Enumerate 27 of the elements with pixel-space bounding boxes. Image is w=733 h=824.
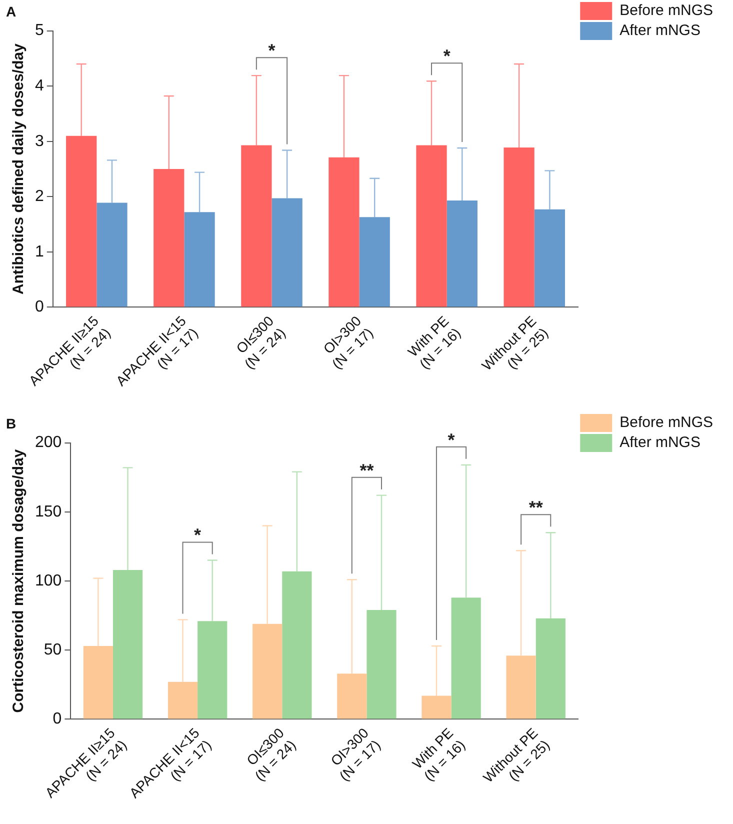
annotation: *	[443, 46, 450, 66]
legend-label: Before mNGS	[620, 2, 714, 20]
y-tick-label: 0	[34, 298, 44, 316]
y-tick-label: 1	[34, 243, 44, 260]
y-tick-label: 150	[34, 503, 62, 520]
y-axis-title: Corticosteroid maximum dosage/day	[10, 448, 28, 713]
legend-label: Before mNGS	[620, 414, 714, 432]
annotation: *	[268, 40, 276, 61]
y-tick-label: 4	[34, 77, 44, 94]
x-tick-label: With PE (N = 16)	[404, 312, 464, 372]
y-tick-label: 3	[34, 132, 44, 150]
legend-label: After mNGS	[620, 22, 700, 40]
x-tick-label: With PE (N = 16)	[409, 724, 468, 784]
annotation: *	[448, 430, 455, 450]
annotation: **	[360, 460, 374, 480]
chart-title: A	[6, 3, 16, 20]
annotation: **	[528, 498, 543, 518]
y-tick-label: 5	[34, 22, 44, 40]
legend-label: After mNGS	[620, 434, 700, 452]
y-tick-label: 200	[34, 434, 62, 452]
y-tick-label: 0	[52, 710, 62, 728]
y-tick-label: 2	[34, 188, 44, 206]
y-axis-title: Antibiotics defined daily doses/day	[10, 42, 28, 294]
y-tick-label: 50	[44, 642, 62, 659]
y-tick-label: 100	[34, 572, 62, 590]
annotation: *	[194, 525, 202, 546]
chart-title: B	[6, 415, 16, 432]
